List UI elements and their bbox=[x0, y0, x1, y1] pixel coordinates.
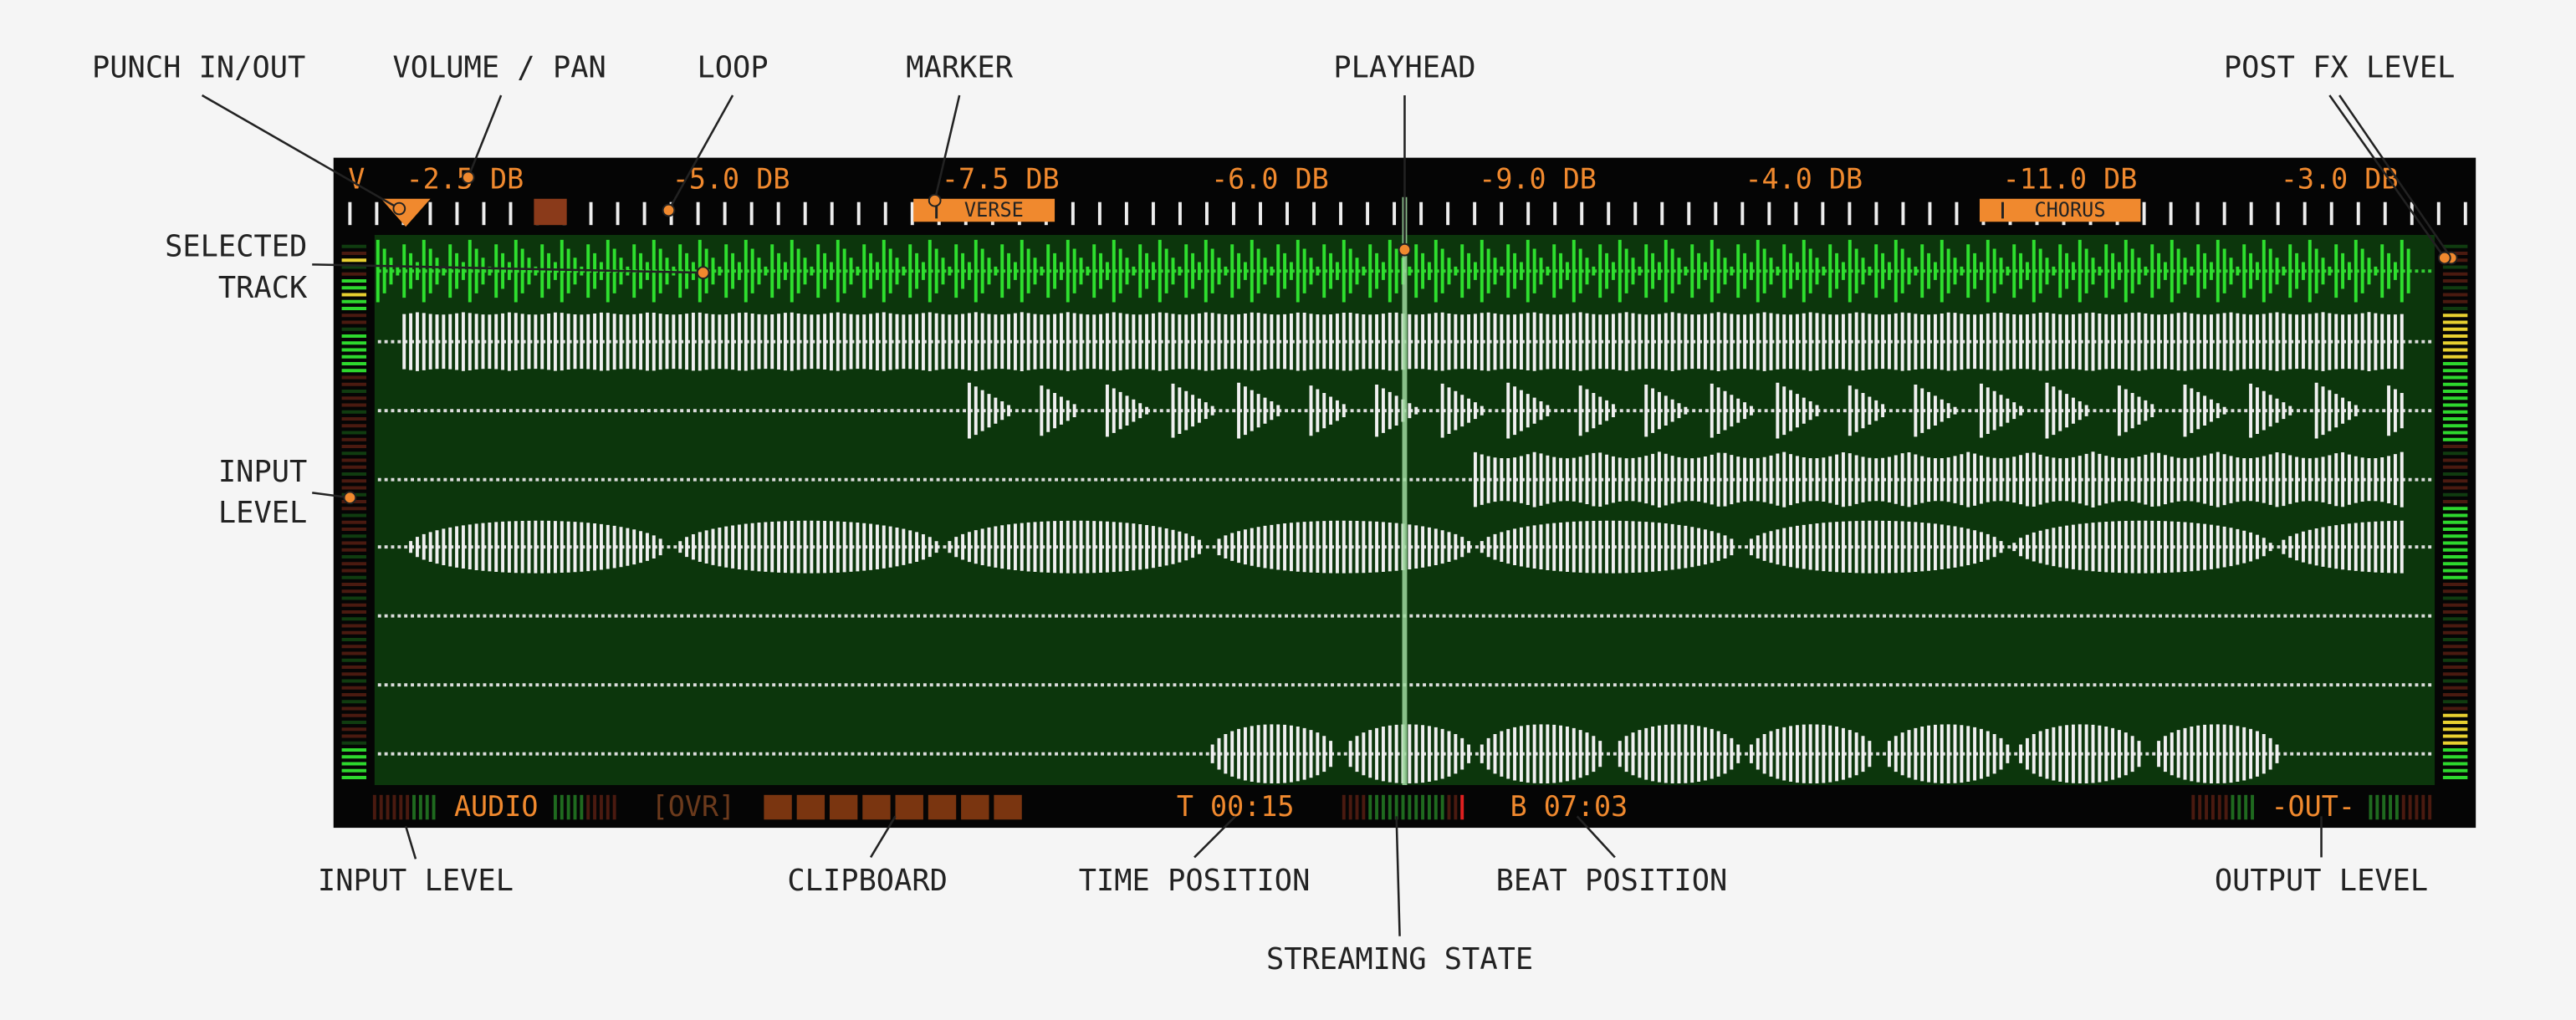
overwrite-label: [OVR] bbox=[652, 790, 735, 823]
leader-dot bbox=[461, 171, 475, 185]
clipboard-slot bbox=[796, 794, 825, 820]
waveform bbox=[402, 312, 2404, 372]
callout-label: MARKER bbox=[906, 51, 1013, 85]
leader-dot bbox=[662, 203, 676, 217]
leader-line bbox=[933, 94, 961, 201]
callout-label: VOLUME / PAN bbox=[392, 51, 606, 85]
callout-label: TRACK bbox=[218, 271, 308, 305]
callout-label: POST FX LEVEL bbox=[2224, 51, 2456, 85]
callout-label: CLIPBOARD bbox=[787, 864, 948, 898]
clipboard-slot bbox=[895, 794, 923, 820]
mode-label: AUDIO bbox=[454, 790, 538, 823]
leader-line bbox=[467, 94, 503, 178]
waveform bbox=[409, 520, 2404, 574]
volume-label: -11.0 DB bbox=[2003, 163, 2138, 196]
volume-label: -3.0 DB bbox=[2281, 163, 2399, 196]
callout-label: TIME POSITION bbox=[1079, 864, 1311, 898]
volume-label: -6.0 DB bbox=[1211, 163, 1329, 196]
callout-label: PLAYHEAD bbox=[1333, 51, 1475, 85]
callout-label: BEAT POSITION bbox=[1496, 864, 1728, 898]
callout-label: STREAMING STATE bbox=[1266, 942, 1533, 977]
callout-label: PUNCH IN/OUT bbox=[92, 51, 305, 85]
clipboard-slot bbox=[764, 794, 792, 820]
callout-label: INPUT bbox=[218, 455, 307, 489]
leader-line bbox=[869, 815, 897, 859]
time-position: T 00:15 bbox=[1177, 790, 1295, 823]
clipboard-slot bbox=[928, 794, 957, 820]
volume-label: -5.0 DB bbox=[672, 163, 790, 196]
callout-label: INPUT LEVEL bbox=[318, 864, 514, 898]
beat-position: B 07:03 bbox=[1510, 790, 1628, 823]
volume-label: V bbox=[348, 163, 365, 196]
marker-name: CHORUS bbox=[2034, 198, 2105, 222]
marker-flag bbox=[1979, 198, 2141, 222]
loop-region bbox=[534, 198, 567, 226]
volume-label: -7.5 DB bbox=[942, 163, 1060, 196]
leader-line bbox=[404, 825, 417, 859]
volume-label: -9.0 DB bbox=[1479, 163, 1597, 196]
waveform bbox=[1473, 451, 2404, 508]
marker-name: VERSE bbox=[964, 198, 1024, 222]
leader-line bbox=[667, 94, 734, 212]
leader-dot bbox=[392, 201, 406, 216]
callout-label: SELECTED bbox=[165, 230, 307, 264]
leader-dot bbox=[1398, 242, 1412, 257]
leader-line bbox=[1193, 815, 1237, 859]
leader-line bbox=[312, 263, 703, 274]
clipboard-slot bbox=[961, 794, 989, 820]
clipboard-slot bbox=[829, 794, 858, 820]
leader-dot bbox=[928, 193, 942, 207]
leader-dot bbox=[2438, 251, 2451, 265]
leader-line bbox=[2338, 94, 2452, 259]
leader-dot bbox=[343, 491, 357, 505]
output-label: -OUT- bbox=[2271, 790, 2354, 823]
leader-line bbox=[201, 94, 400, 210]
volume-label: -4.0 DB bbox=[1745, 163, 1863, 196]
callout-label: OUTPUT LEVEL bbox=[2215, 864, 2428, 898]
clipboard-slot bbox=[994, 794, 1022, 820]
waveform bbox=[967, 382, 2404, 439]
clipboard-slot bbox=[862, 794, 891, 820]
waveform bbox=[1210, 724, 2279, 784]
leader-line bbox=[2328, 94, 2446, 259]
leader-dot bbox=[696, 266, 710, 280]
leader-line bbox=[1395, 816, 1401, 936]
leader-line bbox=[1576, 815, 1616, 859]
callout-label: LOOP bbox=[698, 51, 769, 85]
callout-label: LEVEL bbox=[218, 496, 307, 530]
